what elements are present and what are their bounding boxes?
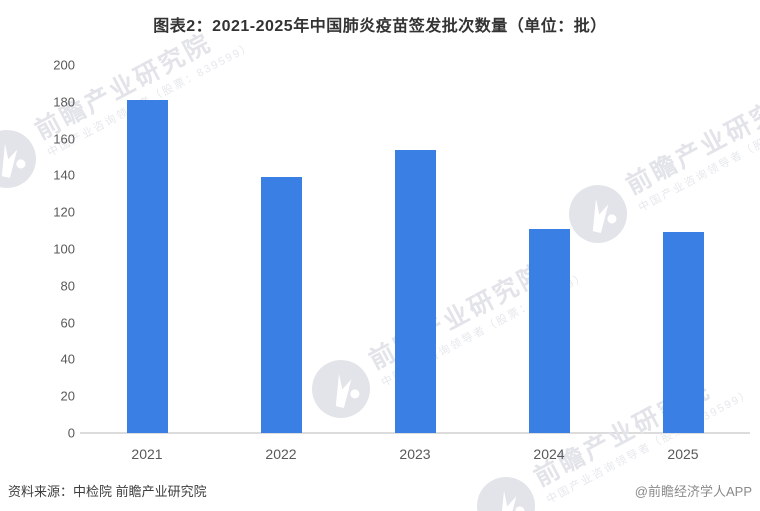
x-tick-label: 2024 <box>533 446 565 462</box>
bar-2021 <box>126 99 168 433</box>
y-tick-label: 60 <box>60 315 75 331</box>
bar-2022 <box>260 177 302 433</box>
bar-2023 <box>394 149 436 433</box>
chart-title: 图表2：2021-2025年中国肺炎疫苗签发批次数量（单位：批） <box>153 18 607 35</box>
y-tick-label: 140 <box>53 167 75 183</box>
y-tick-label: 80 <box>60 278 75 294</box>
y-tick-label: 0 <box>67 425 75 441</box>
bar-2025 <box>662 232 704 433</box>
y-tick-label: 20 <box>60 388 75 404</box>
x-tick-label: 2021 <box>131 446 163 462</box>
bar-2024 <box>528 228 570 433</box>
credit-note: @前瞻经济学人APP <box>634 484 752 499</box>
y-tick-label: 40 <box>60 351 75 367</box>
y-tick-label: 180 <box>53 94 75 110</box>
x-axis-line <box>80 432 750 434</box>
y-tick-label: 160 <box>53 131 75 147</box>
y-tick-label: 100 <box>53 241 75 257</box>
y-tick-label: 200 <box>53 57 75 73</box>
x-tick-label: 2022 <box>265 446 297 462</box>
source-note: 资料来源：中检院 前瞻产业研究院 <box>8 484 207 499</box>
x-tick-label: 2025 <box>667 446 699 462</box>
x-tick-label: 2023 <box>399 446 431 462</box>
y-tick-label: 120 <box>53 204 75 220</box>
